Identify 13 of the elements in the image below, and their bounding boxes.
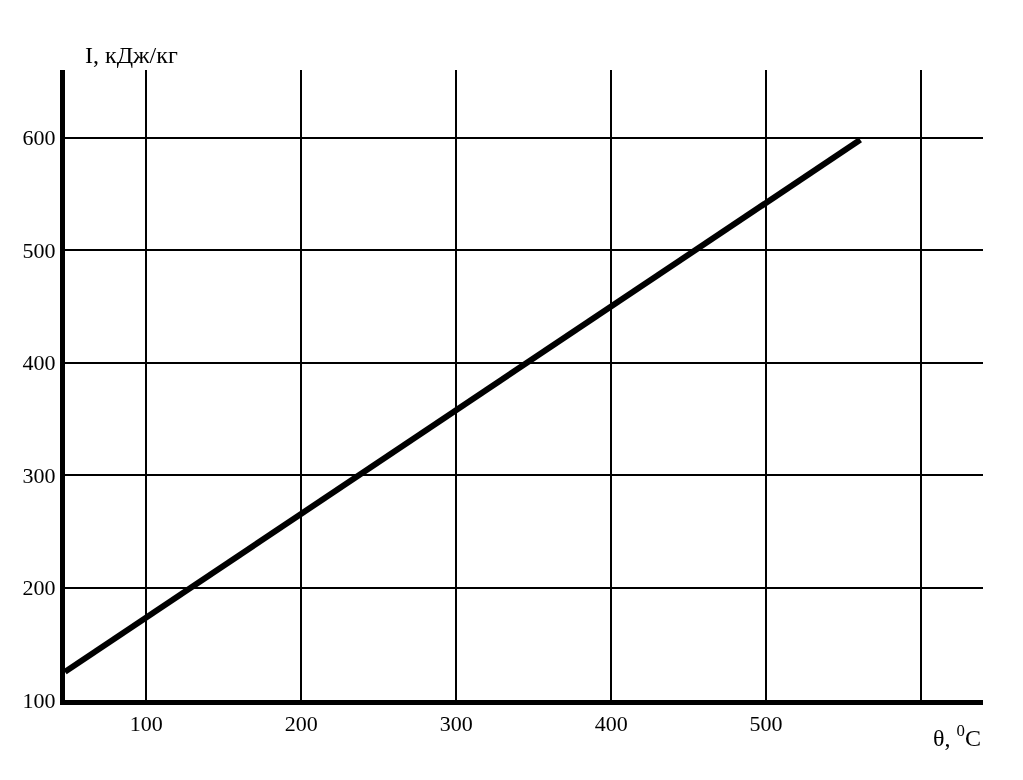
x-tick-label: 200 xyxy=(284,711,318,737)
x-tick-label: 100 xyxy=(129,711,163,737)
y-tick-label: 100 xyxy=(22,687,56,713)
y-tick-label: 600 xyxy=(22,125,56,151)
x-tick-label: 300 xyxy=(439,711,473,737)
y-axis-title: I, кДж/кг xyxy=(85,42,178,68)
y-tick-label: 500 xyxy=(22,237,56,263)
x-tick-label: 500 xyxy=(749,711,783,737)
y-tick-label: 200 xyxy=(22,575,56,601)
x-axis-title: θ, $^{0}$C xyxy=(933,721,981,752)
y-tick-label: 400 xyxy=(22,350,56,376)
y-tick-label: 300 xyxy=(22,462,56,488)
x-tick-label: 400 xyxy=(594,711,628,737)
